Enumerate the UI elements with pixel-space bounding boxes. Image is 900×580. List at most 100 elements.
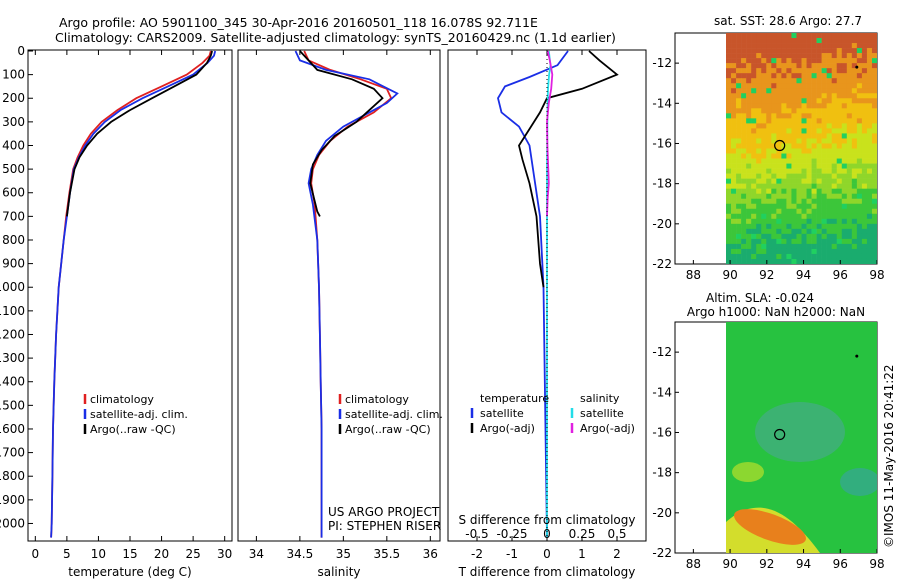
legend-label: satellite	[480, 407, 524, 420]
sst-cell	[826, 133, 832, 139]
sst-cell	[761, 108, 767, 114]
sst-cell	[801, 253, 807, 260]
sst-cell	[781, 198, 787, 205]
sst-cell	[776, 98, 782, 104]
sst-cell	[736, 123, 742, 129]
sst-cell	[846, 153, 853, 159]
sst-cell	[746, 173, 752, 179]
sst-cell	[786, 93, 792, 99]
legend-label: satellite-adj. clim.	[90, 408, 188, 421]
sst-cell	[836, 33, 843, 39]
sst-cell	[776, 168, 782, 174]
sst-cell	[866, 63, 873, 69]
sst-cell	[771, 43, 777, 49]
sst-cell	[751, 148, 757, 154]
sst-cell	[816, 173, 822, 179]
sst-cell	[821, 148, 827, 154]
sst-cell	[776, 33, 782, 39]
sst-cell	[821, 223, 827, 230]
sst-cell	[791, 118, 797, 124]
sst-cell	[796, 158, 802, 164]
sst-cell	[776, 118, 782, 124]
sst-cell	[841, 168, 848, 174]
sst-cell	[786, 213, 792, 220]
sst-cell	[786, 133, 792, 139]
s-difference-label: S difference from climatology	[459, 513, 636, 527]
sst-cell	[846, 143, 853, 149]
sst-cell	[851, 213, 858, 220]
y-tick-label: 700	[2, 209, 25, 223]
island-marker	[855, 65, 859, 69]
sst-cell	[751, 93, 757, 99]
sst-cell	[801, 83, 807, 89]
sst-cell	[806, 173, 812, 179]
sst-cell	[846, 53, 853, 59]
sst-cell	[866, 203, 873, 210]
sst-cell	[791, 238, 797, 245]
sst-cell	[751, 38, 757, 44]
sst-cell	[811, 183, 817, 189]
sst-cell	[836, 258, 843, 264]
sst-cell	[741, 238, 747, 245]
sst-cell	[766, 158, 772, 164]
sst-cell	[811, 178, 817, 184]
sst-cell	[786, 78, 792, 84]
sst-cell	[826, 123, 832, 129]
sst-cell	[736, 43, 742, 49]
sst-cell	[836, 93, 843, 99]
sst-cell	[766, 163, 772, 169]
sst-cell	[871, 233, 877, 240]
temperature-panel	[27, 49, 233, 542]
sst-cell	[856, 163, 863, 169]
sst-cell	[736, 163, 742, 169]
sst-cell	[851, 163, 858, 169]
sst-cell	[836, 218, 843, 225]
sst-cell	[761, 253, 767, 260]
sst-cell	[786, 208, 792, 215]
sst-cell	[776, 78, 782, 84]
sst-cell	[796, 43, 802, 49]
sst-cell	[856, 133, 863, 139]
sst-cell	[786, 183, 792, 189]
sst-cell	[781, 163, 787, 169]
sst-cell	[831, 113, 838, 119]
sst-cell	[826, 78, 832, 84]
sst-cell	[761, 58, 767, 64]
sst-cell	[776, 73, 782, 79]
sst-cell	[821, 183, 827, 189]
sst-cell	[821, 118, 827, 124]
sst-cell	[801, 73, 807, 79]
sst-cell	[776, 103, 782, 109]
sst-cell	[786, 143, 792, 149]
sst-cell	[796, 258, 802, 264]
sst-cell	[846, 233, 853, 240]
sst-cell	[821, 178, 827, 184]
sst-cell	[791, 78, 797, 84]
sst-cell	[781, 178, 787, 184]
sst-cell	[751, 133, 757, 139]
sst-cell	[871, 178, 877, 184]
sst-cell	[841, 218, 848, 225]
sst-cell	[851, 168, 858, 174]
sst-cell	[771, 163, 777, 169]
sst-cell	[766, 133, 772, 139]
sst-cell	[846, 238, 853, 245]
sst-cell	[811, 103, 817, 109]
sst-cell	[846, 83, 853, 89]
sst-cell	[816, 133, 822, 139]
sst-cell	[831, 123, 838, 129]
sst-cell	[731, 123, 737, 129]
sst-cell	[826, 103, 832, 109]
sst-cell	[866, 143, 873, 149]
sst-cell	[756, 238, 762, 245]
sst-cell	[806, 163, 812, 169]
sst-cell	[856, 233, 863, 240]
sst-cell	[736, 243, 742, 250]
sst-cell	[871, 128, 877, 134]
sst-cell	[816, 188, 822, 194]
sst-cell	[856, 228, 863, 235]
sst-cell	[831, 218, 838, 225]
sst-cell	[821, 58, 827, 64]
sst-cell	[781, 53, 787, 59]
sst-cell	[746, 58, 752, 64]
